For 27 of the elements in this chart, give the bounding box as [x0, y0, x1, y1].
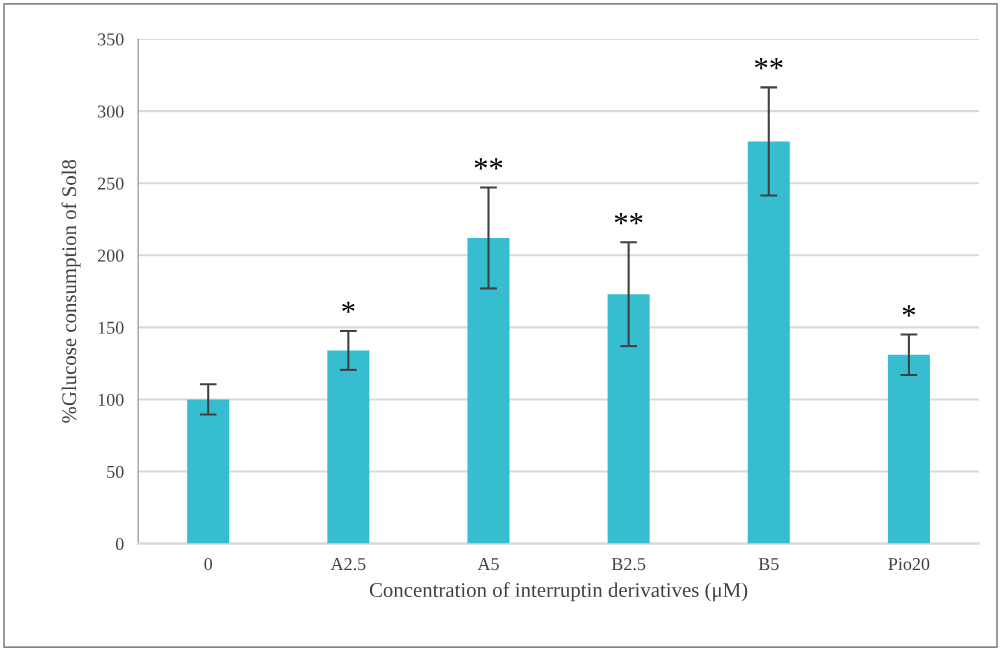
annotation: **	[614, 213, 643, 225]
bar	[467, 237, 510, 544]
y-axis-title: %Glucose consumption of Sol8	[61, 159, 81, 423]
annotation: *	[902, 305, 916, 317]
x-axis-title: Concentration of interruptin derivatives (μM)	[369, 582, 748, 602]
x-tick-label: A2.5	[330, 558, 366, 571]
annotation: *	[342, 301, 355, 313]
y-tick-label: 100	[98, 393, 124, 406]
y-tick-label: 250	[97, 177, 124, 190]
x-tick-label: B2.5	[611, 558, 646, 571]
annotation: **	[754, 58, 783, 70]
x-tick-label: A5	[477, 558, 499, 571]
x-tick-label: Pio20	[888, 558, 930, 571]
y-tick-label: 350	[98, 33, 124, 46]
y-tick-label: 200	[97, 249, 124, 262]
bar	[327, 350, 370, 544]
bar	[747, 141, 790, 544]
y-tick-label: 300	[98, 105, 124, 118]
x-tick-label: 0	[204, 558, 213, 571]
y-tick-label: 50	[107, 465, 124, 478]
annotation: **	[474, 158, 503, 170]
y-tick-label: 0	[115, 537, 124, 551]
bar	[607, 294, 650, 544]
bar	[187, 399, 230, 544]
y-tick-label: 150	[98, 321, 124, 334]
x-tick-label: B5	[758, 558, 779, 571]
bar	[887, 354, 930, 544]
